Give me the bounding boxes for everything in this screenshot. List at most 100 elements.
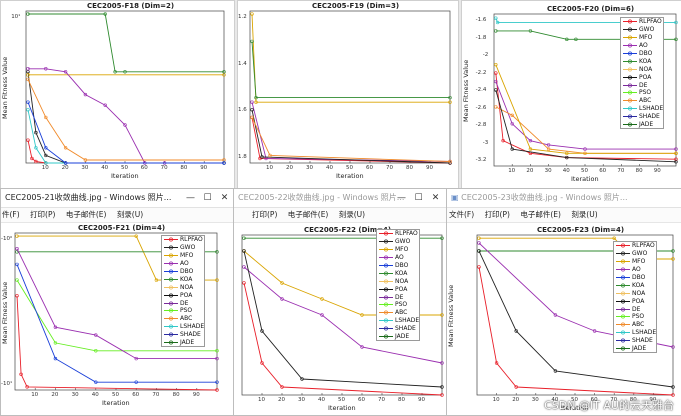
window-f23[interactable]: ▣ CEC2005-23收敛曲线.jpg - Windows 照片... 文件(…: [446, 188, 681, 416]
marker-abc: [510, 113, 514, 118]
legend-swatch: [162, 292, 180, 299]
minimize-icon[interactable]: —: [397, 193, 406, 203]
marker-dbo: [222, 161, 226, 165]
legend-entry: RLPFAO: [377, 230, 419, 238]
x-tick-label: 60: [599, 168, 607, 174]
legend-entry: POA: [377, 285, 419, 293]
close-icon[interactable]: ✕: [220, 193, 229, 203]
menu-file[interactable]: 文件(F): [449, 210, 475, 219]
series-dbo: [27, 102, 224, 164]
legend-entry: DBO: [621, 50, 663, 58]
maximize-icon[interactable]: ☐: [203, 193, 212, 203]
axes-frame: [249, 10, 451, 164]
legend-entry: AO: [614, 266, 656, 274]
legend-swatch: [377, 230, 395, 237]
menu-bar: 文件(F) 打印(P) 电子邮件(E) 刻录(U): [447, 208, 681, 223]
marker-koa: [671, 249, 675, 253]
x-tick-label: 50: [571, 397, 578, 403]
window-f21[interactable]: CEC2005-21收敛曲线.jpg - Windows 照片... — ☐ ✕…: [0, 188, 236, 416]
marker-koa: [26, 12, 30, 16]
marker-gwo: [674, 160, 678, 164]
legend-swatch: [614, 266, 632, 273]
legend-swatch: [377, 333, 395, 340]
legend-swatch: [614, 298, 632, 305]
marker-gwo: [260, 329, 264, 333]
menu-burn[interactable]: 刻录(U): [116, 210, 144, 219]
menu-print[interactable]: 打印(P): [30, 210, 56, 219]
legend-swatch: [621, 74, 639, 81]
y-tick-label: -1.8: [475, 34, 487, 41]
watermark: CSDN @IT AU的云天雅台: [544, 399, 674, 412]
marker-mfo: [15, 234, 19, 238]
legend-swatch: [162, 307, 180, 314]
marker-dbo: [63, 161, 68, 165]
window-title[interactable]: CEC2005-22收敛曲线.jpg - Windows 照片... — ☐ ✕: [234, 189, 446, 208]
menu-file[interactable]: 件(F): [2, 210, 20, 219]
marker-mfo: [440, 313, 444, 317]
menu-email[interactable]: 电子邮件(E): [520, 210, 561, 219]
x-tick-label: 40: [91, 392, 99, 398]
menu-email[interactable]: 电子邮件(E): [287, 210, 329, 219]
marker-koa: [113, 70, 117, 74]
legend-entry: GWO: [621, 26, 663, 34]
legend-swatch: [621, 89, 639, 96]
marker-rlpfao: [501, 138, 505, 143]
legend-label: LSHADE: [632, 329, 657, 337]
series-mfo: [495, 64, 676, 154]
y-tick-label: -1.6: [475, 17, 487, 23]
menu-email[interactable]: 电子邮件(E): [65, 210, 107, 219]
maximize-icon[interactable]: ☐: [414, 193, 423, 203]
legend-entry: AO: [621, 42, 663, 50]
marker-ao: [94, 333, 98, 337]
chart-f19: CEC2005-F19 (Dim=3) 10 20 30 40 50 60 70 80 90 1.2…: [238, 1, 458, 188]
marker-rlpfao: [25, 385, 29, 389]
legend-entry: GWO: [614, 250, 656, 258]
marker-mfo: [134, 234, 138, 238]
legend-swatch: [377, 254, 395, 261]
close-icon[interactable]: ✕: [431, 193, 440, 203]
menu-print[interactable]: 打印(P): [252, 210, 278, 219]
menu-burn[interactable]: 刻录(U): [338, 210, 366, 219]
marker-rlpfao: [494, 361, 499, 365]
legend-entry: JADE: [614, 345, 656, 353]
menu-print[interactable]: 打印(P): [484, 210, 510, 219]
legend-label: MFO: [395, 246, 409, 254]
legend-swatch: [162, 268, 180, 275]
legend-entry: SHADE: [621, 113, 663, 121]
legend-label: GWO: [639, 26, 655, 34]
window-f22[interactable]: CEC2005-22收敛曲线.jpg - Windows 照片... — ☐ ✕…: [233, 188, 447, 416]
x-tick-label: 60: [366, 165, 373, 171]
legend-swatch: [162, 244, 180, 251]
menu-burn[interactable]: 刻录(U): [571, 210, 598, 219]
legend-label: NOA: [395, 277, 409, 285]
legend-swatch: [614, 321, 632, 328]
marker-abc: [44, 115, 48, 120]
marker-rlpfao: [19, 372, 23, 377]
x-tick-label: 80: [180, 165, 188, 171]
x-tick-label: 40: [562, 168, 570, 174]
legend-label: POA: [632, 297, 645, 305]
window-title[interactable]: ▣ CEC2005-23收敛曲线.jpg - Windows 照片...: [447, 189, 681, 208]
x-tick-label: 40: [318, 397, 325, 403]
legend-label: DBO: [180, 268, 194, 275]
legend-label: JADE: [639, 121, 654, 129]
legend-swatch: [614, 282, 632, 289]
menu-bar: 件(F) 打印(P) 电子邮件(E) 刻录(U): [1, 208, 235, 223]
minimize-icon[interactable]: —: [186, 193, 195, 203]
legend-swatch: [614, 345, 632, 352]
x-tick-label: 30: [71, 392, 79, 398]
legend-swatch: [162, 276, 180, 283]
plot-area: [493, 13, 678, 167]
legend-swatch: [614, 313, 632, 320]
marker-ao: [83, 92, 88, 97]
marker-koa: [103, 12, 107, 16]
legend-entry: SHADE: [614, 337, 656, 345]
axes-frame: [25, 10, 225, 164]
legend: RLPFAO GWO MFO AO DBO KOA NOA POA DE PSO ABC LSHADE…: [376, 229, 421, 342]
window-title[interactable]: CEC2005-21收敛曲线.jpg - Windows 照片... — ☐ ✕: [1, 189, 235, 208]
plot-area: [249, 10, 452, 165]
x-tick-label: 90: [200, 165, 208, 171]
legend-label: GWO: [632, 250, 648, 258]
x-tick-label: 50: [121, 165, 128, 171]
marker-ao: [671, 345, 675, 349]
